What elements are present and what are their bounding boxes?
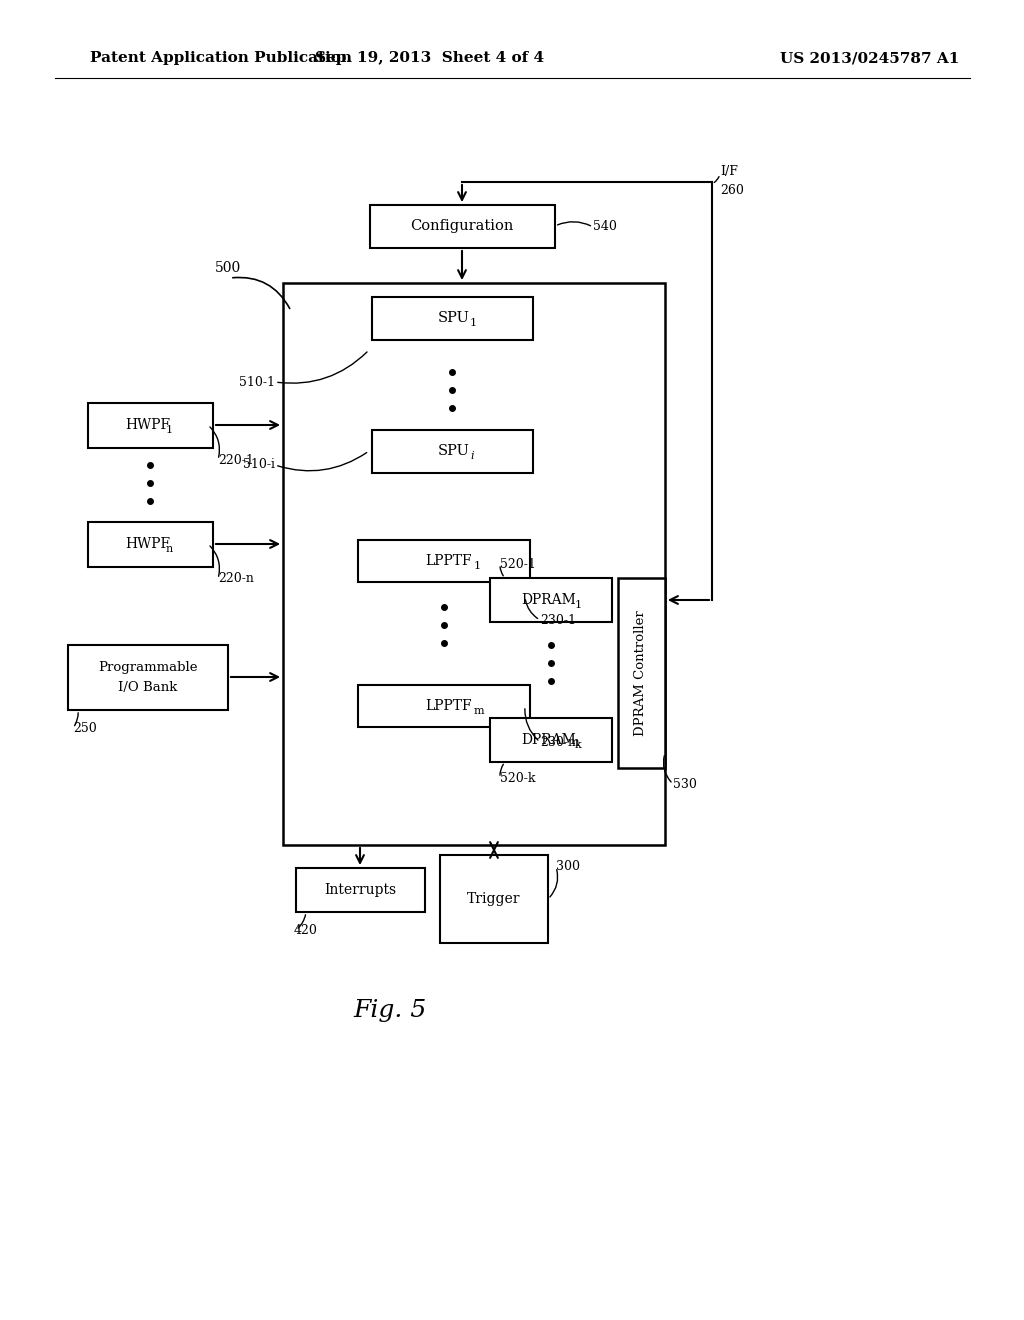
Bar (283, 282, 665, 845)
Text: 520-1: 520-1 (500, 557, 536, 570)
Text: Fig. 5: Fig. 5 (353, 998, 427, 1022)
Text: DPRAM: DPRAM (521, 593, 577, 607)
Bar (358, 685, 530, 727)
Text: 500: 500 (215, 261, 242, 275)
Bar (88, 403, 213, 447)
Bar (440, 855, 548, 942)
Text: I/F: I/F (720, 165, 738, 178)
Text: HWPF: HWPF (125, 537, 171, 550)
Text: 250: 250 (73, 722, 96, 734)
Text: i: i (470, 451, 473, 461)
Bar (358, 540, 530, 582)
Text: 510-1: 510-1 (239, 375, 275, 388)
Bar (296, 869, 425, 912)
Text: DPRAM Controller: DPRAM Controller (635, 610, 647, 735)
Text: LPPTF: LPPTF (426, 554, 472, 568)
Bar (490, 718, 612, 762)
Text: 220-n: 220-n (218, 573, 254, 586)
Bar (88, 521, 213, 568)
Text: HWPF: HWPF (125, 418, 171, 432)
Text: LPPTF: LPPTF (426, 700, 472, 713)
Text: 1: 1 (166, 425, 173, 436)
Text: Configuration: Configuration (411, 219, 514, 234)
Text: US 2013/0245787 A1: US 2013/0245787 A1 (780, 51, 959, 65)
Text: I/O Bank: I/O Bank (119, 681, 178, 693)
Bar (372, 430, 534, 473)
Text: Patent Application Publication: Patent Application Publication (90, 51, 352, 65)
Text: SPU: SPU (438, 312, 470, 325)
Text: 1: 1 (470, 318, 477, 327)
Text: 1: 1 (575, 601, 582, 610)
Text: 1: 1 (474, 561, 481, 572)
Text: n: n (166, 544, 173, 554)
Text: k: k (575, 741, 582, 750)
Text: Programmable: Programmable (98, 660, 198, 673)
Text: 530: 530 (673, 777, 697, 791)
Text: SPU: SPU (438, 444, 470, 458)
Text: 510-i: 510-i (243, 458, 275, 471)
Bar (490, 578, 612, 622)
Text: DPRAM: DPRAM (521, 733, 577, 747)
Text: 300: 300 (556, 861, 580, 874)
Bar (370, 205, 555, 248)
Text: 220-1: 220-1 (218, 454, 254, 466)
Text: Sep. 19, 2013  Sheet 4 of 4: Sep. 19, 2013 Sheet 4 of 4 (315, 51, 545, 65)
Bar (68, 645, 228, 710)
Text: m: m (474, 706, 484, 715)
Text: 540: 540 (593, 220, 616, 234)
Text: 230-m: 230-m (540, 735, 580, 748)
Text: 260: 260 (720, 183, 743, 197)
Text: 420: 420 (294, 924, 317, 936)
Text: 520-k: 520-k (500, 771, 536, 784)
Bar (372, 297, 534, 341)
Bar (618, 578, 665, 768)
Text: Interrupts: Interrupts (324, 883, 396, 898)
Text: Trigger: Trigger (467, 892, 521, 906)
Text: 230-1: 230-1 (540, 614, 575, 627)
